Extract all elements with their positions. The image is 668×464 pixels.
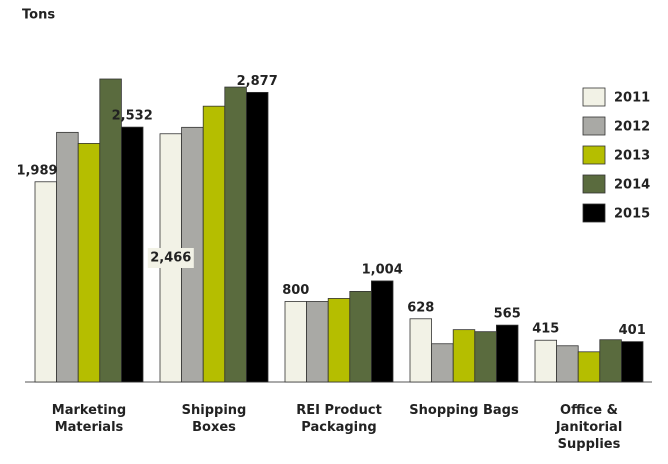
bar xyxy=(474,331,497,383)
bar xyxy=(409,318,433,383)
bar xyxy=(121,126,144,383)
bar xyxy=(495,324,519,383)
bar xyxy=(34,181,58,383)
x-tick-label: Office & Janitorial Supplies xyxy=(555,403,623,452)
bar xyxy=(306,301,329,383)
bar xyxy=(349,291,372,383)
legend-swatch xyxy=(582,116,606,136)
value-label: 800 xyxy=(282,283,309,298)
x-tick-label: REI Product Packaging xyxy=(296,403,382,435)
legend-label: 2011 xyxy=(614,91,650,106)
bar xyxy=(77,143,101,383)
legend-label: 2014 xyxy=(614,178,650,193)
chart-title: Tons xyxy=(22,8,55,23)
legend-label: 2015 xyxy=(614,207,650,222)
bar xyxy=(621,341,644,383)
legend-swatch xyxy=(582,203,606,223)
legend-swatch xyxy=(582,145,606,165)
bar xyxy=(224,86,247,383)
bar xyxy=(556,345,579,383)
bar xyxy=(534,339,558,383)
bar xyxy=(56,131,79,383)
value-label: 2,466 xyxy=(150,251,191,266)
value-label: 2,532 xyxy=(112,109,153,124)
value-label: 1,989 xyxy=(16,163,57,178)
value-label: 1,004 xyxy=(362,262,403,277)
legend-label: 2012 xyxy=(614,120,650,135)
label-bg xyxy=(147,248,194,268)
bar xyxy=(431,343,454,383)
bar xyxy=(452,329,476,383)
bar xyxy=(577,351,601,383)
legend-label: 2013 xyxy=(614,149,650,164)
bar xyxy=(99,78,122,383)
bar xyxy=(370,280,394,383)
bar xyxy=(327,298,351,383)
value-label: 628 xyxy=(407,300,434,315)
value-label: 415 xyxy=(532,322,559,337)
x-tick-label: Marketing Materials xyxy=(51,403,127,435)
bar xyxy=(599,339,622,383)
bar xyxy=(245,91,269,383)
value-label: 565 xyxy=(494,307,521,322)
bar xyxy=(202,105,226,383)
value-label: 401 xyxy=(619,323,646,338)
value-label: 2,877 xyxy=(237,74,278,89)
x-tick-label: Shopping Bags xyxy=(409,403,519,418)
x-tick-label: Shipping Boxes xyxy=(181,403,247,435)
bar xyxy=(284,301,308,383)
legend-swatch xyxy=(582,87,606,107)
legend-swatch xyxy=(582,174,606,194)
